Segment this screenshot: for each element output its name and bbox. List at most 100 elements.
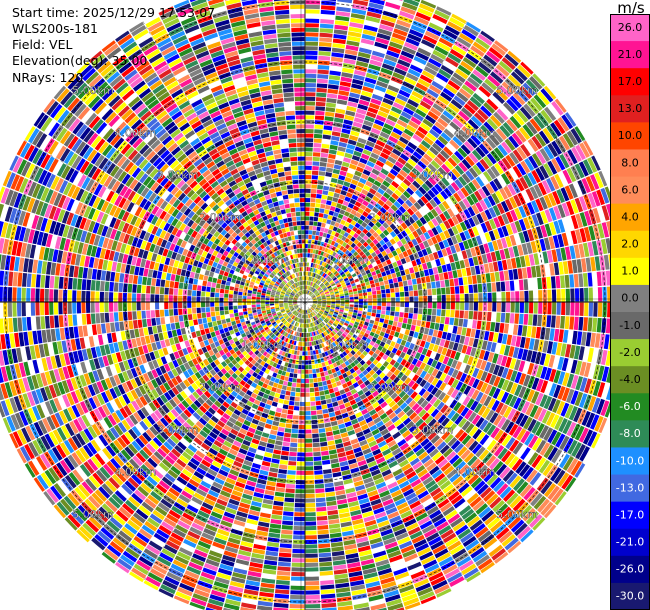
range-gate <box>330 177 338 184</box>
range-gate <box>295 489 305 494</box>
range-gate <box>378 172 387 180</box>
range-gate <box>334 159 343 166</box>
range-gate <box>316 78 328 84</box>
range-gate <box>356 241 363 248</box>
range-gate <box>427 288 432 296</box>
range-gate <box>305 239 309 244</box>
range-gate <box>427 302 432 309</box>
range-gate <box>318 51 331 57</box>
range-gate <box>449 48 464 60</box>
range-gate <box>305 9 320 14</box>
range-gate <box>325 253 330 258</box>
range-gate <box>314 268 318 274</box>
range-gate <box>318 171 326 176</box>
range-gate <box>317 60 330 66</box>
range-gate <box>363 217 371 225</box>
range-gate <box>404 162 414 171</box>
range-gate <box>405 102 417 112</box>
range-gate <box>344 196 351 203</box>
range-gate <box>284 497 295 503</box>
range-gate <box>290 585 305 590</box>
range-gate <box>336 203 343 209</box>
range-gate <box>321 266 325 272</box>
range-gate <box>394 97 407 107</box>
range-gate <box>379 23 394 32</box>
range-gate <box>312 263 316 268</box>
range-gate <box>442 29 458 40</box>
range-gate <box>430 160 441 170</box>
range-gate <box>328 153 336 160</box>
range-gate <box>341 128 351 135</box>
range-gate <box>306 290 309 295</box>
range-gate <box>309 291 313 296</box>
range-gate <box>346 40 360 47</box>
range-gate <box>315 284 319 289</box>
range-gate <box>473 302 478 311</box>
range-gate <box>309 286 312 291</box>
range-gate <box>396 119 408 128</box>
range-gate <box>336 228 342 234</box>
range-gate <box>320 199 327 205</box>
range-gate <box>330 220 336 226</box>
range-gate <box>365 231 372 238</box>
range-gate <box>293 521 305 526</box>
range-gate <box>316 269 320 274</box>
range-gate <box>305 383 310 388</box>
range-gate <box>437 302 442 309</box>
range-gate <box>495 64 510 77</box>
range-gate <box>319 166 327 172</box>
range-gate <box>404 76 417 86</box>
range-gate <box>325 172 333 178</box>
range-gate <box>412 112 424 122</box>
range-gate <box>338 194 346 200</box>
range-gate <box>305 581 320 586</box>
range-gate <box>313 460 322 466</box>
range-gate <box>509 280 515 291</box>
range-gate <box>413 0 421 3</box>
range-gate <box>584 302 589 317</box>
range-gate <box>352 205 360 212</box>
range-gate <box>286 414 293 420</box>
range-gate <box>313 273 316 278</box>
range-gate <box>371 50 385 58</box>
range-gate <box>321 222 326 228</box>
range-gate <box>437 117 449 128</box>
range-gate <box>461 29 477 41</box>
range-gate <box>354 302 359 305</box>
range-gate <box>305 161 313 166</box>
range-gate <box>305 198 311 203</box>
range-gate <box>381 297 386 302</box>
range-gate <box>360 128 370 136</box>
range-gate <box>378 218 385 225</box>
range-gate <box>305 69 317 74</box>
range-gate <box>327 271 332 276</box>
range-gate <box>291 567 305 572</box>
range-gate <box>350 87 362 95</box>
range-gate <box>412 284 418 291</box>
range-gate <box>325 270 330 275</box>
range-gate <box>445 309 451 317</box>
range-gate <box>299 406 305 411</box>
range-gate <box>372 148 382 156</box>
range-gate <box>314 263 318 269</box>
range-gate <box>300 378 305 383</box>
range-gate <box>398 317 404 323</box>
range-gate <box>377 28 393 37</box>
range-gate <box>318 236 323 241</box>
range-gate <box>334 258 339 264</box>
range-gate <box>466 76 480 89</box>
range-gate <box>317 184 324 190</box>
range-gate <box>321 0 337 2</box>
range-gate <box>384 93 396 102</box>
range-gate <box>329 235 335 240</box>
range-gate <box>305 83 316 88</box>
range-gate <box>365 72 378 80</box>
range-gate <box>369 102 380 110</box>
range-gate <box>312 253 316 259</box>
range-gate <box>320 395 326 401</box>
range-gate <box>434 45 449 56</box>
range-gate <box>318 275 322 280</box>
range-gate <box>336 99 348 106</box>
range-gate <box>316 92 327 98</box>
range-gate <box>319 390 325 396</box>
